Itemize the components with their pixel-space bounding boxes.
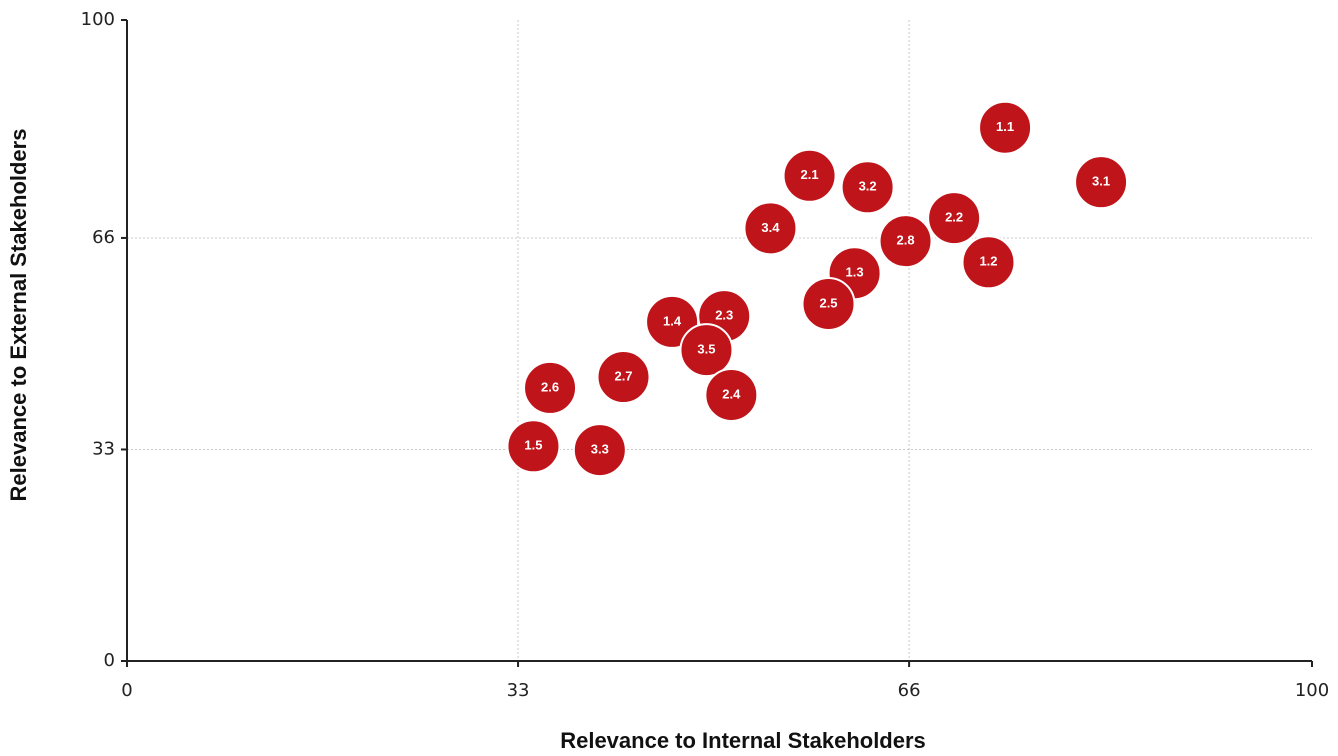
y-axis-title: Relevance to External Stakeholders	[6, 129, 31, 502]
point-label: 1.5	[524, 438, 542, 453]
point	[978, 100, 1033, 155]
point	[596, 350, 651, 405]
point	[523, 360, 578, 415]
y-tick-label: 100	[81, 9, 115, 30]
x-tick-label: 100	[1295, 680, 1329, 701]
point	[1074, 155, 1129, 210]
point	[679, 323, 734, 378]
point-label: 2.6	[541, 379, 559, 394]
point-label: 3.4	[761, 220, 780, 235]
y-tick-label: 33	[92, 438, 115, 459]
point	[878, 214, 933, 269]
point-label: 2.8	[897, 233, 915, 248]
point	[961, 235, 1016, 290]
point	[801, 276, 856, 331]
point-label: 1.1	[996, 119, 1014, 134]
x-axis-title: Relevance to Internal Stakeholders	[560, 728, 926, 753]
point	[782, 148, 837, 203]
point-label: 1.4	[663, 313, 682, 328]
point-label: 3.1	[1092, 174, 1110, 189]
point	[743, 201, 798, 256]
point-label: 3.5	[697, 342, 715, 357]
point-label: 2.2	[945, 210, 963, 225]
point-label: 3.3	[591, 442, 609, 457]
x-tick-label: 0	[121, 680, 132, 701]
point-label: 1.2	[979, 254, 997, 269]
point-label: 1.3	[846, 265, 864, 280]
point-label: 2.1	[801, 167, 819, 182]
point-label: 2.5	[819, 295, 837, 310]
x-tick-label: 33	[507, 680, 530, 701]
y-tick-label: 0	[104, 650, 115, 671]
point	[840, 160, 895, 215]
point	[506, 419, 561, 474]
point-label: 2.3	[715, 308, 733, 323]
point-label: 2.4	[722, 386, 741, 401]
x-tick-label: 66	[898, 680, 921, 701]
point	[704, 367, 759, 422]
point-label: 3.2	[859, 179, 877, 194]
point-label: 2.7	[614, 368, 632, 383]
y-tick-label: 66	[92, 227, 115, 248]
point	[927, 191, 982, 246]
point	[572, 423, 627, 478]
